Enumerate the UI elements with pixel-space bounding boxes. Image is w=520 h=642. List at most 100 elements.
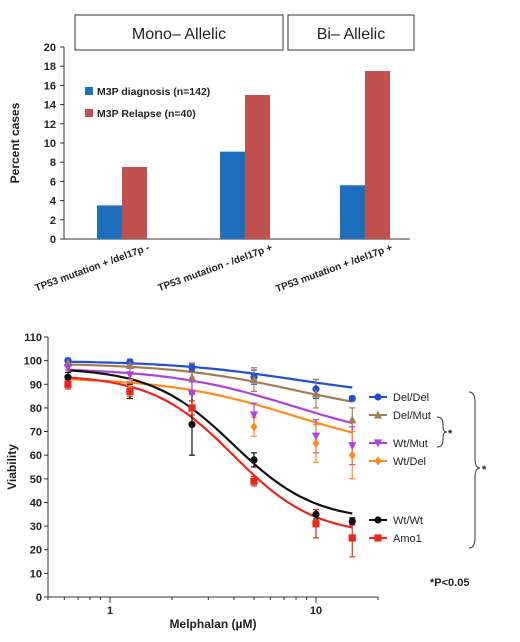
viability-y-tick-label: 80 [30,403,42,415]
fit-curve [67,369,353,515]
legend-label-relapse: M3P Relapse (n=40) [97,108,196,120]
data-point [64,380,72,388]
data-point [64,373,72,381]
legend-marker [374,456,382,466]
p-value-note: *P<0.05 [430,577,469,589]
bar-y-tick-label: 4 [50,196,57,208]
legend-marker [373,410,383,419]
bar [220,151,245,239]
data-point [311,432,321,441]
data-point [125,360,135,369]
legend-marker [374,516,382,524]
viability-y-tick-label: 60 [30,450,42,462]
data-point [250,477,258,485]
viability-y-tick-label: 90 [30,379,42,391]
legend-marker [374,393,382,401]
viability-x-axis-label: Melphalan (µM) [170,617,257,631]
bars [97,71,390,239]
legend-label: Wt/Mut [393,438,428,450]
data-point [126,387,134,395]
bar-y-tick-label: 0 [50,234,56,246]
data-point [188,420,196,429]
data-point [63,364,73,373]
data-point [188,364,196,372]
fit-curve [67,376,353,529]
bar-y-tick-label: 20 [44,42,56,54]
viability-y-tick-label: 50 [30,474,42,486]
significance-star-outer: * [482,464,487,476]
bar-chart: Mono– Allelic Bi– Allelic 0 2 4 6 8 10 12 14 16 1… [8,14,415,295]
viability-y-ticks: 0 10 20 30 40 50 60 70 80 90 100 110 [24,332,48,604]
bar-category-labels: TP53 mutation + /del17p - TP53 mutation -… [34,242,394,295]
viability-x-ticks: 1 10 [47,597,379,617]
data-point [312,438,320,448]
legend-swatch-diagnosis [85,87,93,95]
viability-y-tick-label: 20 [30,545,42,557]
fit-curve [67,378,353,434]
viability-y-axis-label: Viability [5,444,19,490]
bar-y-tick-label: 18 [44,61,56,73]
bar-y-tick-label: 2 [50,215,56,227]
viability-y-tick-label: 30 [30,521,42,533]
bar-category-label: TP53 mutation + /del17p - [34,242,151,294]
legend-label: Wt/Del [393,456,426,468]
data-point [250,422,258,432]
bar-category-label: TP53 mutation - /del17p + [157,242,274,294]
viability-y-tick-label: 10 [30,568,42,580]
group-header-box-mono [74,14,284,51]
legend-label: Del/Del [393,392,429,404]
data-point [311,389,321,398]
data-point [348,394,356,403]
group-header-box-bi [287,14,415,51]
bracket-inner [436,416,448,448]
fit-curve [67,360,353,389]
bar [122,167,147,239]
viability-legend: Del/Del Del/Mut Wt/Mut Wt/Del Wt/Wt Amo1 [369,392,431,545]
data-point [348,442,357,451]
legend-label-diagnosis: M3P diagnosis (n=142) [97,86,210,98]
data-markers [63,357,357,542]
viability-x-tick-label: 10 [310,605,322,617]
viability-x-tick-label: 1 [107,605,113,617]
bar-y-tick-label: 14 [44,100,57,112]
legend-label: Wt/Wt [393,515,423,527]
data-point [312,385,320,393]
legend-label: Amo1 [393,533,422,545]
data-point [187,390,197,399]
fit-curve [67,363,353,403]
group-header-bi: Bi– Allelic [317,26,385,43]
bar-y-tick-label: 16 [44,80,56,92]
legend-swatch-relapse [85,109,93,117]
data-point [250,456,258,464]
data-point [188,404,196,412]
bar [97,205,122,239]
significance-star-inner: * [448,428,453,440]
legend-marker [373,439,383,448]
bar-y-tick-label: 6 [50,176,56,188]
fit-curve [67,368,353,425]
data-point [125,371,135,380]
legend-label: Del/Mut [393,410,431,422]
bar [365,71,390,239]
viability-y-tick-label: 0 [36,592,42,604]
data-point [312,510,320,518]
data-point [348,450,356,460]
viability-y-tick-label: 40 [30,497,42,509]
bar-y-tick-label: 10 [44,138,56,150]
data-point [348,534,356,542]
bar [340,185,365,239]
viability-y-tick-label: 110 [24,332,42,344]
error-bars [64,357,356,558]
bracket-outer [468,391,481,549]
data-point [312,520,320,528]
viability-y-tick-label: 70 [30,427,42,439]
data-point [249,374,259,384]
bar-y-tick-label: 12 [44,119,56,131]
bar-category-label: TP53 mutation + /del17p + [274,242,394,295]
legend-marker [374,534,382,542]
data-point [249,411,259,420]
data-point [348,517,356,525]
data-point [348,415,357,424]
